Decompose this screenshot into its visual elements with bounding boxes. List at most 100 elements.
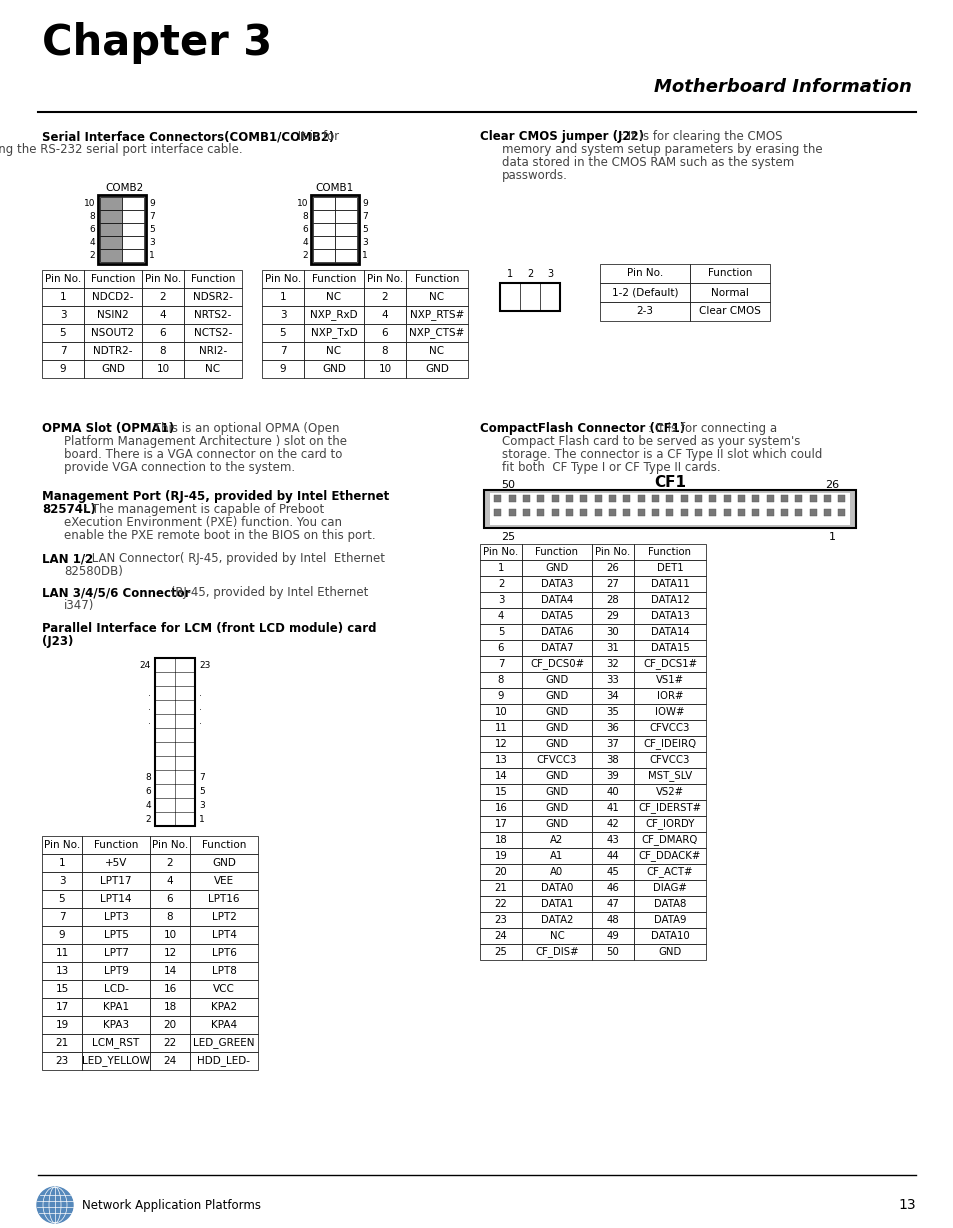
Text: 4: 4 xyxy=(90,238,95,247)
Bar xyxy=(551,495,558,502)
Bar xyxy=(634,544,705,560)
Bar xyxy=(521,544,592,560)
Text: 36: 36 xyxy=(606,723,618,733)
Bar xyxy=(838,495,844,502)
Bar xyxy=(82,944,150,962)
Bar xyxy=(638,508,644,516)
Text: Function: Function xyxy=(707,269,751,279)
Bar xyxy=(592,576,634,592)
Bar xyxy=(609,508,616,516)
Text: 39: 39 xyxy=(606,771,618,781)
Bar xyxy=(521,592,592,608)
Bar xyxy=(150,907,190,926)
Bar xyxy=(364,360,406,378)
Text: VCC: VCC xyxy=(213,984,234,993)
Bar xyxy=(150,836,190,853)
Bar xyxy=(592,656,634,672)
Bar xyxy=(592,880,634,896)
Bar xyxy=(313,236,335,249)
Text: DATA13: DATA13 xyxy=(650,612,689,621)
Bar xyxy=(508,508,516,516)
Bar xyxy=(521,912,592,928)
Text: 37: 37 xyxy=(606,739,618,749)
Text: DATA0: DATA0 xyxy=(540,883,573,893)
Bar xyxy=(565,508,573,516)
Bar xyxy=(634,752,705,768)
Text: DATA4: DATA4 xyxy=(540,596,573,605)
Text: 3: 3 xyxy=(546,269,553,279)
Bar xyxy=(364,324,406,343)
Text: data stored in the CMOS RAM such as the system: data stored in the CMOS RAM such as the … xyxy=(501,156,794,169)
Bar xyxy=(479,912,521,928)
Text: GND: GND xyxy=(658,947,680,957)
Bar xyxy=(634,640,705,656)
Text: 3: 3 xyxy=(199,801,205,809)
Text: CompactFlash Connector (CF1): CompactFlash Connector (CF1) xyxy=(479,422,684,435)
Text: NC: NC xyxy=(326,346,341,356)
Bar xyxy=(521,865,592,880)
Bar xyxy=(406,343,468,360)
Text: LED_YELLOW: LED_YELLOW xyxy=(82,1056,150,1066)
Bar xyxy=(150,853,190,872)
Bar xyxy=(335,249,356,262)
Text: LPT17: LPT17 xyxy=(100,876,132,885)
Text: 6: 6 xyxy=(167,894,173,904)
Text: 27: 27 xyxy=(606,578,618,589)
Text: 11: 11 xyxy=(55,948,69,958)
Bar xyxy=(142,270,184,289)
Text: LCD-: LCD- xyxy=(104,984,129,993)
Bar xyxy=(609,495,616,502)
Text: 4: 4 xyxy=(381,309,388,321)
Text: : LAN Connector( RJ-45, provided by Intel  Ethernet: : LAN Connector( RJ-45, provided by Inte… xyxy=(84,553,385,565)
Text: DATA10: DATA10 xyxy=(650,931,689,941)
Text: 5: 5 xyxy=(60,328,67,338)
Text: 44: 44 xyxy=(606,851,618,861)
Bar xyxy=(406,289,468,306)
Bar xyxy=(479,608,521,624)
Text: 24: 24 xyxy=(163,1056,176,1066)
Text: 3: 3 xyxy=(149,238,154,247)
Text: LAN 3/4/5/6 Connector: LAN 3/4/5/6 Connector xyxy=(42,586,191,599)
Text: DATA8: DATA8 xyxy=(653,899,685,909)
Text: 9: 9 xyxy=(149,199,154,208)
Bar xyxy=(634,896,705,912)
Bar xyxy=(823,508,830,516)
Text: Pin No.: Pin No. xyxy=(45,274,81,284)
Text: NCTS2-: NCTS2- xyxy=(193,328,232,338)
Bar xyxy=(551,508,558,516)
Bar xyxy=(42,926,82,944)
Text: 48: 48 xyxy=(606,915,618,925)
Text: Function: Function xyxy=(535,546,578,558)
Bar xyxy=(680,495,687,502)
Bar xyxy=(689,282,769,302)
Bar xyxy=(738,495,744,502)
Bar xyxy=(634,624,705,640)
Text: 4: 4 xyxy=(167,876,173,885)
Text: CF_IDEIRQ: CF_IDEIRQ xyxy=(642,738,696,749)
Text: IOR#: IOR# xyxy=(656,691,682,701)
Text: 1: 1 xyxy=(279,292,286,302)
Text: Pin No.: Pin No. xyxy=(626,269,662,279)
Bar xyxy=(190,1016,257,1034)
Text: 28: 28 xyxy=(606,596,618,605)
Text: i347): i347) xyxy=(64,599,94,612)
Text: 82574L): 82574L) xyxy=(42,503,95,516)
Text: Clear CMOS jumper (J22): Clear CMOS jumper (J22) xyxy=(479,130,643,142)
Bar xyxy=(84,306,142,324)
Bar xyxy=(313,196,335,210)
Bar xyxy=(304,343,364,360)
Bar xyxy=(98,195,146,264)
Text: Network Application Platforms: Network Application Platforms xyxy=(82,1199,261,1212)
Bar xyxy=(522,508,530,516)
Text: 45: 45 xyxy=(606,867,618,877)
Bar xyxy=(150,1016,190,1034)
Text: 4: 4 xyxy=(145,801,151,809)
Bar xyxy=(479,592,521,608)
Bar xyxy=(42,270,84,289)
Bar xyxy=(184,289,242,306)
Bar xyxy=(695,495,701,502)
Text: 22: 22 xyxy=(163,1038,176,1047)
Text: 2: 2 xyxy=(302,251,308,260)
Bar xyxy=(82,1016,150,1034)
Bar xyxy=(595,495,601,502)
